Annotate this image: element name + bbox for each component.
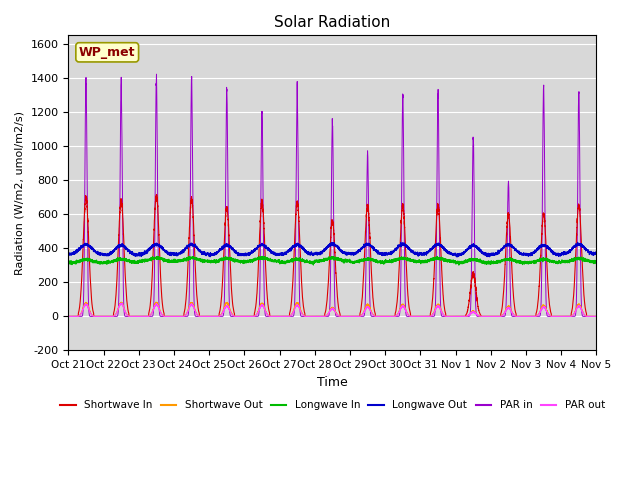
Shortwave Out [244, 313, 252, 319]
Longwave Out [465, 244, 473, 250]
PAR out [465, 312, 473, 318]
Longwave In [593, 261, 600, 266]
PAR out [570, 311, 578, 316]
Longwave In [451, 258, 458, 264]
Shortwave Out [593, 313, 600, 319]
PAR out [117, 300, 125, 306]
Longwave Out [570, 245, 578, 251]
Line: PAR out: PAR out [68, 303, 596, 316]
PAR in [570, 313, 578, 319]
PAR in [593, 313, 600, 319]
Title: Solar Radiation: Solar Radiation [275, 15, 390, 30]
PAR out [65, 313, 72, 319]
Longwave In [570, 255, 578, 261]
PAR in [65, 313, 72, 319]
Longwave In [564, 260, 572, 266]
PAR out [451, 313, 458, 319]
Longwave Out [574, 240, 582, 245]
PAR out [314, 313, 322, 319]
Line: Shortwave In: Shortwave In [68, 194, 596, 316]
PAR out [244, 313, 252, 319]
Shortwave In [153, 192, 161, 197]
PAR in [465, 313, 473, 319]
Shortwave In [465, 297, 473, 303]
PAR in [314, 313, 322, 319]
Shortwave In [593, 313, 600, 319]
Shortwave Out [570, 311, 578, 316]
Shortwave Out [451, 313, 458, 319]
Line: Longwave In: Longwave In [68, 256, 596, 265]
Legend: Shortwave In, Shortwave Out, Longwave In, Longwave Out, PAR in, PAR out: Shortwave In, Shortwave Out, Longwave In… [56, 396, 609, 415]
Longwave In [455, 262, 463, 268]
X-axis label: Time: Time [317, 376, 348, 389]
Shortwave In [65, 313, 72, 319]
Shortwave In [314, 313, 322, 319]
Shortwave Out [564, 313, 572, 319]
PAR in [244, 313, 252, 319]
Line: PAR in: PAR in [68, 74, 596, 316]
PAR in [153, 71, 161, 77]
Longwave In [244, 259, 252, 265]
Longwave In [314, 258, 322, 264]
Y-axis label: Radiation (W/m2, umol/m2/s): Radiation (W/m2, umol/m2/s) [15, 111, 25, 275]
Text: WP_met: WP_met [79, 46, 136, 59]
Shortwave Out [465, 312, 473, 317]
Shortwave In [451, 313, 458, 319]
Longwave In [465, 256, 473, 262]
Shortwave In [564, 313, 572, 319]
PAR in [451, 313, 458, 319]
Longwave Out [451, 251, 458, 256]
Longwave Out [314, 251, 322, 257]
Shortwave Out [65, 313, 72, 319]
Line: Longwave Out: Longwave Out [68, 242, 596, 257]
Shortwave Out [314, 313, 322, 319]
Shortwave Out [152, 299, 160, 305]
Shortwave In [570, 284, 578, 289]
Longwave Out [564, 250, 572, 255]
PAR in [564, 313, 572, 319]
Longwave In [259, 253, 266, 259]
PAR out [564, 313, 572, 319]
Longwave Out [65, 252, 72, 257]
Longwave Out [454, 254, 461, 260]
Longwave Out [244, 252, 252, 257]
Shortwave In [244, 313, 252, 319]
Longwave Out [593, 251, 600, 257]
Longwave In [65, 261, 72, 266]
Line: Shortwave Out: Shortwave Out [68, 302, 596, 316]
PAR out [593, 313, 600, 319]
